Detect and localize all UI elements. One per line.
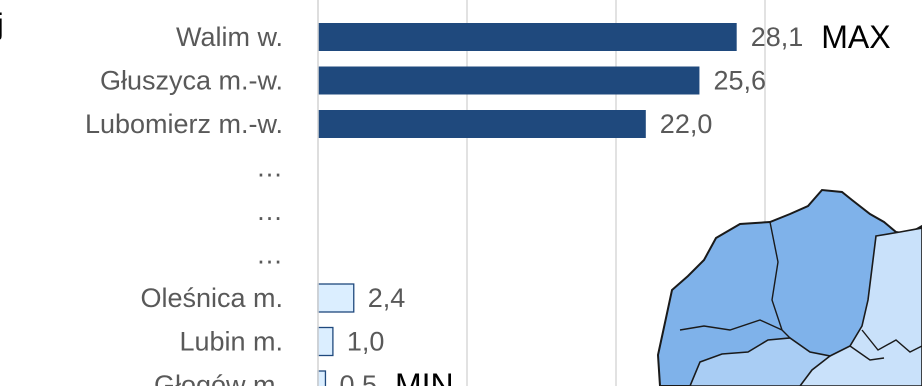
category-label: Walim w.: [176, 22, 283, 52]
category-label: …: [256, 196, 283, 226]
bar: [317, 283, 355, 313]
value-label: 28,1: [751, 22, 804, 52]
value-label: 1,0: [347, 327, 385, 357]
value-label: 25,6: [713, 66, 766, 96]
bar: [317, 370, 327, 386]
bar: [318, 66, 700, 95]
category-label: Głogów m.: [154, 370, 283, 386]
category-label: Lubomierz m.-w.: [85, 109, 283, 139]
category-label: Głuszyca m.-w.: [100, 66, 283, 96]
category-label: Lubin m.: [179, 327, 283, 357]
min-label: MIN: [395, 367, 454, 386]
labels: Walim w. 28,1 MAX Głuszyca m.-w. 25,6 Lubomie…: [85, 19, 891, 386]
bar: [318, 110, 646, 138]
value-label: 2,4: [368, 283, 406, 313]
map-inner-borders: [679, 221, 922, 361]
region-map: [656, 188, 922, 386]
category-label: …: [256, 240, 283, 270]
bar: [318, 23, 737, 51]
bar: [317, 326, 334, 357]
value-label: 0,5: [339, 370, 377, 386]
bars: [317, 23, 737, 386]
value-label: 22,0: [660, 109, 713, 139]
category-label: Oleśnica m.: [140, 283, 283, 313]
category-label: …: [256, 153, 283, 183]
max-label: MAX: [821, 19, 890, 55]
cut-off-text: j: [0, 8, 4, 41]
